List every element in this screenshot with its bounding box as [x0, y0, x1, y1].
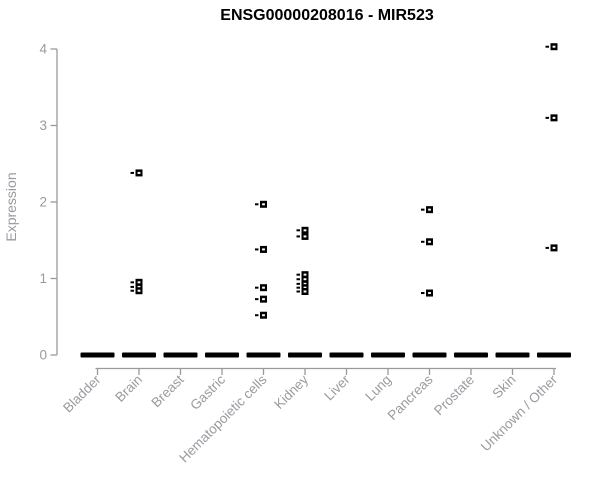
data-point-shape: [303, 273, 307, 276]
data-point: [255, 311, 267, 319]
data-point: [130, 283, 143, 291]
data-point: [130, 169, 143, 177]
data-point: [421, 238, 433, 246]
data-point: [130, 287, 143, 295]
data-point-shape: [421, 208, 425, 211]
data-point-shape: [421, 292, 425, 295]
data-point: [255, 295, 267, 303]
category-label: Kidney: [271, 372, 311, 412]
data-point: [545, 114, 558, 122]
zero-expression-cluster: [246, 352, 281, 358]
zero-expression-cluster: [537, 352, 571, 358]
data-point-shape: [296, 235, 300, 238]
data-point-shape: [296, 286, 300, 289]
data-point-shape: [545, 116, 549, 119]
data-point-shape: [296, 273, 300, 276]
data-point-shape: [262, 298, 265, 301]
category-label: Skin: [489, 372, 518, 401]
data-point-shape: [130, 281, 134, 284]
y-tick-label: 1: [39, 271, 47, 286]
data-point-shape: [303, 278, 307, 281]
category-label: Brain: [112, 372, 145, 405]
zero-expression-cluster: [80, 352, 115, 358]
category-label: Bladder: [60, 372, 104, 416]
data-point-shape: [130, 289, 134, 292]
data-point-shape: [262, 286, 265, 289]
data-point-shape: [262, 314, 265, 317]
zero-expression-cluster: [205, 352, 239, 358]
category-label: Prostate: [431, 372, 477, 418]
zero-expression-cluster: [329, 352, 364, 358]
data-point: [296, 232, 309, 240]
data-point-shape: [137, 289, 141, 292]
data-point-shape: [130, 285, 134, 288]
zero-expression-cluster: [454, 352, 488, 358]
data-point-shape: [255, 314, 259, 317]
y-tick-label: 0: [39, 348, 47, 363]
data-point-shape: [296, 290, 300, 293]
data-point-shape: [255, 298, 259, 301]
data-point-shape: [255, 286, 259, 289]
data-point: [296, 288, 309, 296]
zero-expression-cluster: [288, 352, 322, 358]
data-point-shape: [552, 45, 556, 48]
zero-expression-cluster: [495, 352, 530, 358]
data-point-shape: [303, 282, 307, 285]
data-point-shape: [303, 286, 307, 289]
data-point-shape: [428, 208, 431, 211]
data-point-shape: [552, 116, 556, 119]
data-point-shape: [303, 290, 307, 293]
data-point: [255, 245, 267, 253]
data-point-shape: [130, 171, 134, 174]
data-point-shape: [296, 278, 300, 281]
data-point-shape: [137, 171, 141, 174]
data-point-shape: [303, 235, 307, 238]
category-label: Breast: [148, 372, 186, 410]
data-point-shape: [255, 203, 259, 206]
data-point: [255, 200, 267, 208]
zero-expression-cluster: [122, 352, 156, 358]
data-point-shape: [428, 292, 431, 295]
data-point-shape: [262, 248, 265, 251]
y-tick-label: 2: [39, 195, 47, 210]
data-point: [421, 206, 433, 214]
data-point: [545, 244, 558, 252]
data-point: [421, 289, 433, 297]
data-point: [296, 226, 309, 234]
data-point: [296, 275, 309, 283]
data-point-shape: [552, 246, 556, 249]
category-label: Pancreas: [385, 372, 436, 423]
data-point-shape: [296, 282, 300, 285]
data-point-shape: [428, 240, 431, 243]
category-label: Liver: [321, 372, 353, 404]
data-point: [130, 278, 143, 286]
category-label: Lung: [362, 372, 394, 404]
data-point: [545, 43, 558, 51]
y-tick-label: 4: [39, 42, 47, 57]
data-point-shape: [303, 229, 307, 232]
data-point-shape: [262, 203, 265, 206]
zero-expression-cluster: [412, 352, 447, 358]
data-point: [296, 271, 309, 279]
data-point: [296, 280, 309, 288]
chart-title: ENSG00000208016 - MIR523: [220, 7, 434, 24]
data-point: [296, 284, 309, 292]
data-point-shape: [137, 285, 141, 288]
data-point: [255, 284, 267, 292]
zero-expression-cluster: [371, 352, 405, 358]
data-point-shape: [421, 240, 425, 243]
category-label: Unknown / Other: [478, 372, 561, 455]
data-point-shape: [545, 246, 549, 249]
category-label: Gastric: [187, 372, 228, 413]
data-point-shape: [545, 45, 549, 48]
data-point-shape: [137, 281, 141, 284]
y-tick-label: 3: [39, 118, 47, 133]
data-point-shape: [296, 229, 300, 232]
data-point-shape: [255, 248, 259, 251]
zero-expression-cluster: [163, 352, 198, 358]
